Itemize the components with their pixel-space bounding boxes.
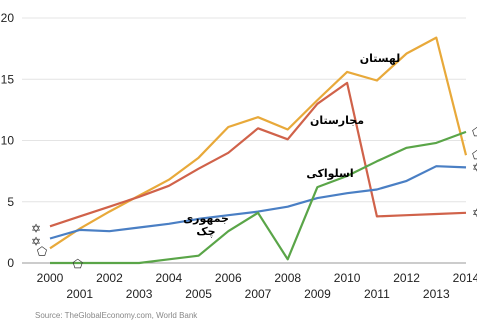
x-tick-label: 2004 xyxy=(156,271,183,285)
series-markers: ⬠✡✡⬠✡✡⬠⬠ xyxy=(31,125,477,271)
x-tick-label: 2001 xyxy=(66,287,93,301)
x-tick-label: 2012 xyxy=(393,271,420,285)
series-end-marker: ⬠ xyxy=(472,148,477,162)
series-end-marker: ✡ xyxy=(472,160,477,174)
series-start-marker: ⬠ xyxy=(72,257,83,271)
y-tick-label: 10 xyxy=(1,134,15,148)
x-tick-label: 2008 xyxy=(274,271,301,285)
x-tick-label: 2002 xyxy=(96,271,123,285)
series-labels: لهستان مجارستان جمهوری چک اسلواکی xyxy=(183,52,400,238)
series-start-marker: ✡ xyxy=(31,221,41,235)
x-tick-label: 2003 xyxy=(126,287,153,301)
x-tick-label: 2006 xyxy=(215,271,242,285)
x-tick-label: 2007 xyxy=(245,287,272,301)
series-label: لهستان xyxy=(360,52,401,65)
series-line xyxy=(49,165,467,240)
x-tick-label: 2005 xyxy=(185,287,212,301)
x-axis-ticks: 2000 2002 2004 2006 2008 2010 2012 2014 2001 2003… xyxy=(37,271,477,301)
series-label: جمهوری چک xyxy=(183,212,229,238)
x-tick-label: 2013 xyxy=(423,287,450,301)
series-line xyxy=(49,81,467,228)
series-line xyxy=(50,130,467,265)
x-tick-label: 2014 xyxy=(453,271,477,285)
y-tick-label: 5 xyxy=(7,195,14,209)
x-tick-label: 2009 xyxy=(304,287,331,301)
series-end-marker: ⬠ xyxy=(472,125,477,139)
series-start-marker: ⬠ xyxy=(37,244,48,258)
y-axis-ticks: 0 5 10 15 20 xyxy=(1,11,15,270)
x-tick-label: 2000 xyxy=(37,271,64,285)
series-label: اسلواکی xyxy=(306,167,353,180)
y-tick-label: 15 xyxy=(1,72,15,86)
x-tick-label: 2011 xyxy=(364,287,390,301)
series-label: مجارستان xyxy=(310,114,364,127)
source-note: Source: TheGlobalEconomy.com, World Bank xyxy=(35,311,198,320)
y-tick-label: 0 xyxy=(7,256,14,270)
series-start-marker: ✡ xyxy=(31,235,41,249)
y-tick-label: 20 xyxy=(1,11,15,25)
series-lines xyxy=(49,36,468,265)
series-end-marker: ✡ xyxy=(472,206,477,220)
x-tick-label: 2010 xyxy=(334,271,361,285)
series-line xyxy=(49,36,468,250)
